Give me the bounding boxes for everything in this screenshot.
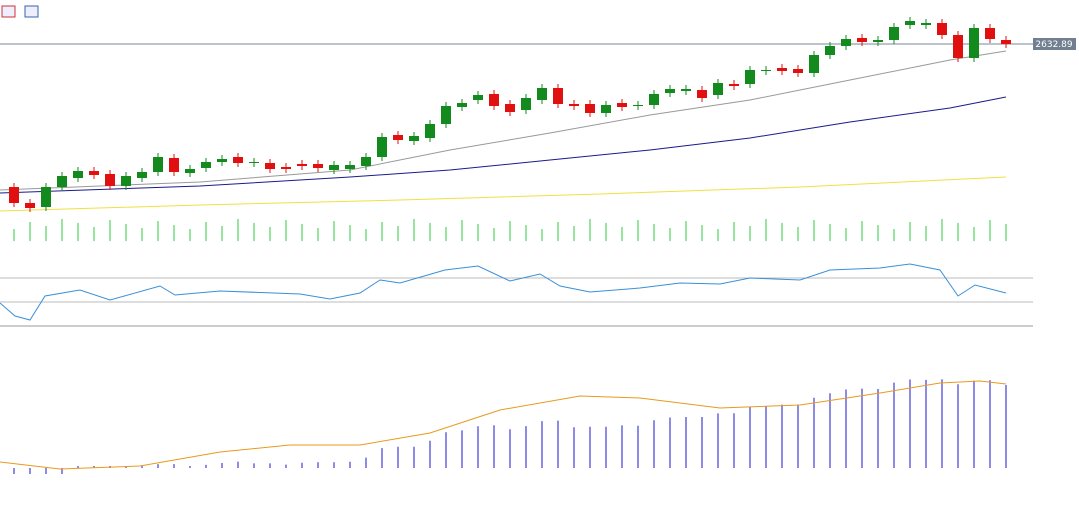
moving-average — [0, 176, 1007, 212]
candle-body — [425, 124, 435, 138]
candle-body — [905, 21, 915, 25]
candle-body — [569, 104, 579, 106]
candle-body — [473, 95, 483, 100]
candle-body — [521, 98, 531, 110]
candle-body — [345, 165, 355, 169]
candle-body — [553, 88, 563, 104]
candle-body — [601, 105, 611, 113]
candle-body — [1001, 40, 1011, 44]
candle-body — [745, 70, 755, 84]
candle-body — [233, 157, 243, 163]
candle-body — [201, 162, 211, 168]
candle-body — [281, 167, 291, 169]
candle-body — [761, 70, 771, 71]
candle-body — [329, 165, 339, 170]
candle-body — [393, 135, 403, 140]
price-tag — [1033, 38, 1076, 50]
candle-body — [297, 164, 307, 166]
price-label: 2632.89 — [1035, 40, 1072, 50]
candle-body — [921, 23, 931, 25]
candle-body — [793, 69, 803, 73]
candle-body — [105, 174, 115, 186]
candle-body — [889, 27, 899, 40]
candle-body — [409, 136, 419, 141]
candle-body — [777, 68, 787, 71]
moving-average — [0, 96, 1007, 194]
candle-body — [441, 106, 451, 124]
candle-body — [873, 40, 883, 42]
candle-body — [729, 84, 739, 86]
candle-body — [361, 157, 371, 166]
candle-body — [9, 187, 19, 203]
candle-body — [265, 163, 275, 169]
candle-body — [153, 157, 163, 172]
toolbar-icon[interactable] — [1, 5, 16, 18]
candle-body — [57, 176, 67, 187]
candle-body — [841, 39, 851, 46]
candle-body — [985, 28, 995, 39]
candle-body — [537, 88, 547, 100]
candle-body — [41, 187, 51, 207]
candle-body — [249, 162, 259, 163]
toolbar-icon[interactable] — [24, 5, 39, 18]
candle-body — [457, 103, 467, 107]
candle-body — [505, 104, 515, 112]
candle-body — [121, 176, 131, 186]
candle-body — [665, 89, 675, 93]
candle-body — [809, 55, 819, 73]
candle-body — [89, 171, 99, 175]
candle-body — [681, 89, 691, 91]
candle-body — [217, 159, 227, 162]
candle-body — [697, 90, 707, 98]
moving-average — [0, 50, 1007, 191]
macd-signal — [0, 380, 1007, 470]
candle-body — [953, 35, 963, 58]
candle-body — [185, 169, 195, 173]
candle-body — [713, 83, 723, 95]
candle-body — [169, 158, 179, 172]
candle-body — [73, 171, 83, 178]
candle-body — [857, 38, 867, 42]
candle-body — [489, 94, 499, 106]
candle-body — [937, 23, 947, 35]
candle-body — [25, 203, 35, 208]
rsi-line — [0, 263, 1007, 321]
candle-body — [969, 28, 979, 58]
candle-body — [617, 103, 627, 107]
candle-body — [825, 46, 835, 55]
candle-body — [633, 105, 643, 106]
candle-body — [585, 104, 595, 113]
candle-body — [137, 172, 147, 178]
candle-body — [649, 94, 659, 105]
candle-body — [377, 137, 387, 157]
candle-body — [313, 164, 323, 168]
